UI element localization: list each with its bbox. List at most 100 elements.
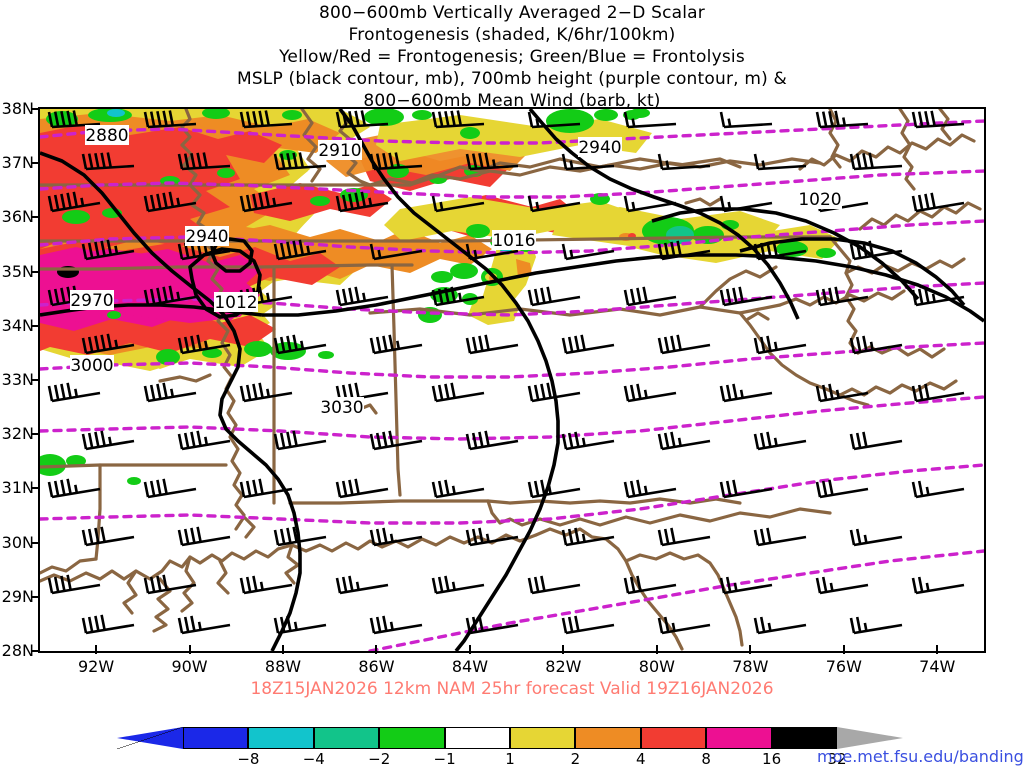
wind-barb xyxy=(465,615,519,635)
colorbar-cell xyxy=(444,727,510,749)
x-axis-tick-label: 80W xyxy=(638,657,675,676)
wind-barb xyxy=(335,575,389,595)
y-axis-tick-label: 32N xyxy=(1,424,34,444)
wind-barb xyxy=(911,110,965,129)
title-line-4: MSLP (black contour, mb), 700mb height (… xyxy=(236,69,788,89)
wind-barb xyxy=(177,334,231,355)
colorbar-cell xyxy=(771,727,837,749)
x-axis-tick-label: 86W xyxy=(358,657,395,676)
svg-text:2910: 2910 xyxy=(318,141,361,161)
wind-barb xyxy=(47,574,101,595)
x-axis-tick-label: 88W xyxy=(264,657,302,676)
colorbar-over-arrow xyxy=(837,727,903,749)
wind-barb xyxy=(369,243,423,261)
wind-barb xyxy=(849,528,903,547)
wind-barb xyxy=(753,616,807,635)
wind-barb xyxy=(47,191,101,213)
wind-barb xyxy=(623,195,677,213)
wind-barb xyxy=(47,478,101,499)
y-axis-tick xyxy=(31,595,40,598)
wind-barb xyxy=(753,153,807,171)
wind-barb xyxy=(369,334,423,355)
wind-barb xyxy=(753,431,807,451)
wind-barb xyxy=(143,478,197,499)
colorbar-tick-label: −1 xyxy=(433,750,456,768)
wind-barb xyxy=(239,110,293,129)
svg-text:2880: 2880 xyxy=(85,126,128,146)
x-axis-tick xyxy=(936,645,939,654)
x-axis-tick xyxy=(749,645,752,654)
wind-barb xyxy=(561,153,615,171)
colorbar-tick-label: 16 xyxy=(762,750,782,768)
wind-barb xyxy=(719,383,773,403)
y-axis-tick-label: 28N xyxy=(1,641,34,660)
wind-barb xyxy=(911,480,965,499)
x-axis-tick xyxy=(95,645,98,654)
wind-barb xyxy=(623,479,677,499)
wind-barb xyxy=(657,527,711,547)
map-canvas: 1012 1016 1020 2880 2910 2940 2940 2970 3000 3030 xyxy=(40,109,984,651)
wind-barb xyxy=(431,575,485,595)
colorbar-tick-label: −2 xyxy=(368,750,391,768)
y-axis-tick xyxy=(31,379,40,381)
wind-barb xyxy=(273,152,327,171)
map-plot-area: 1012 1016 1020 2880 2910 2940 2940 2970 3000 3030 xyxy=(38,107,986,653)
colorbar-cell xyxy=(706,727,772,749)
wind-barb xyxy=(719,479,773,499)
wind-barbs xyxy=(47,110,965,635)
x-axis-tick xyxy=(468,645,471,654)
wind-barb xyxy=(527,286,581,307)
chart-title: 800−600mb Vertically Averaged 2−D Scalar… xyxy=(0,2,1024,112)
watermark-link[interactable]: moe.met.fsu.edu/banding xyxy=(817,747,1024,766)
height-700mb-label: 2970 xyxy=(70,290,114,311)
mslp-label: 1012 xyxy=(214,292,258,313)
wind-barb xyxy=(657,240,711,261)
wind-barb xyxy=(239,575,293,595)
wind-barb xyxy=(81,614,135,635)
wind-barb xyxy=(561,615,615,635)
wind-barb xyxy=(273,239,327,261)
wind-barb xyxy=(753,527,807,547)
wind-barb xyxy=(815,110,869,129)
wind-barb xyxy=(239,382,293,403)
contour-labels: 1012 1016 1020 2880 2910 2940 2940 2970 3000 3030 xyxy=(70,125,842,418)
colorbar-tick-label: −4 xyxy=(302,750,325,768)
wind-barb xyxy=(561,334,615,355)
wind-barb xyxy=(81,239,135,261)
y-axis-tick xyxy=(31,650,40,652)
wind-barb xyxy=(143,285,197,307)
wind-barb xyxy=(815,383,869,403)
svg-text:2940: 2940 xyxy=(185,227,228,247)
wind-barb xyxy=(623,111,677,129)
wind-barb xyxy=(47,382,101,403)
height-700mb-label: 2880 xyxy=(85,125,129,146)
wind-barb xyxy=(815,286,869,307)
colorbar: −8 −4 −2 −1 1 2 4 8 16 32 xyxy=(117,727,903,768)
y-axis-tick-label: 34N xyxy=(1,315,34,335)
wind-barb xyxy=(849,335,903,355)
wind-barb xyxy=(911,383,965,403)
wind-barb xyxy=(465,152,519,171)
colorbar-tick-label: 8 xyxy=(701,750,711,768)
wind-barb xyxy=(81,152,135,171)
colorbar-cell xyxy=(575,727,641,749)
wind-barb xyxy=(719,111,773,129)
height-700mb-label: 2910 xyxy=(318,140,362,161)
wind-barb xyxy=(47,110,101,129)
colorbar-cell xyxy=(510,727,576,749)
wind-barb xyxy=(465,334,519,355)
wind-barb xyxy=(273,430,327,451)
y-axis-tick-label: 30N xyxy=(1,532,34,552)
colorbar-cell xyxy=(640,727,707,749)
wind-barb xyxy=(369,430,423,451)
x-axis-tick xyxy=(842,645,845,654)
wind-barb xyxy=(369,615,423,635)
wind-barb xyxy=(431,286,485,307)
title-line-2: Frontogenesis (shaded, K/6hr/100km) xyxy=(348,25,676,45)
x-axis-tick-label: 76W xyxy=(825,657,862,676)
y-axis-tick-label: 38N xyxy=(1,99,34,118)
wind-barb xyxy=(177,152,231,171)
svg-text:1020: 1020 xyxy=(798,190,841,210)
wind-barb xyxy=(849,616,903,635)
wind-barb xyxy=(431,195,485,213)
